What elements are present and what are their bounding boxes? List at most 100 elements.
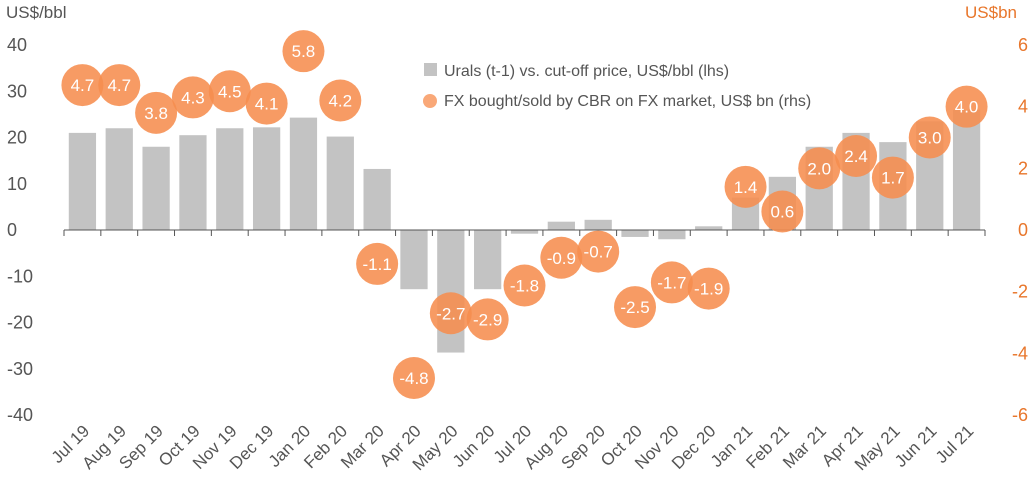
bar [179, 135, 207, 230]
legend-label-bars: Urals (t-1) vs. cut-off price, US$/bbl (… [444, 63, 729, 80]
fx-bubble [761, 190, 804, 233]
bar [289, 117, 318, 230]
fx-bubble-label: -1.9 [694, 280, 723, 299]
bar [142, 146, 170, 230]
fx-bubble [798, 147, 841, 190]
bar [547, 221, 575, 230]
bar [658, 230, 686, 240]
fx-bubble-label: 2.0 [807, 159, 831, 178]
fx-bubble-label: 4.7 [71, 76, 95, 95]
fx-bubble-label: -2.5 [620, 298, 649, 317]
left-tick-label: 30 [7, 81, 27, 101]
fx-bubble-label: -4.8 [399, 369, 428, 388]
fx-bubble [466, 298, 509, 341]
fx-bubble-label: 1.7 [881, 169, 905, 188]
x-axis-ticks [63, 230, 986, 236]
right-tick-label: 4 [1018, 97, 1028, 117]
fx-bubble [577, 230, 620, 273]
left-tick-label: -40 [7, 405, 33, 425]
left-axis-ticks: 40 30 20 10 0 -10 -20 -30 -40 [7, 35, 33, 425]
bar [621, 230, 649, 237]
left-tick-label: 0 [7, 220, 17, 240]
fx-bubble [135, 91, 178, 134]
right-tick-label: 6 [1018, 35, 1028, 55]
fx-bubble-label: -0.9 [547, 249, 576, 268]
fx-bubble-label: -2.7 [436, 304, 465, 323]
fx-bubble [208, 70, 251, 113]
fx-bubble [908, 116, 951, 159]
legend: Urals (t-1) vs. cut-off price, US$/bbl (… [423, 63, 811, 110]
right-axis-ticks: 6 4 2 0 -2 -4 -6 [1012, 35, 1028, 425]
fx-bubble-label: -1.1 [362, 255, 391, 274]
fx-bubble [356, 242, 399, 285]
fx-bubble-label: 3.0 [918, 129, 942, 148]
left-tick-label: -30 [7, 359, 33, 379]
fx-bubble [245, 82, 288, 125]
fx-bubble-label: 0.6 [771, 203, 795, 222]
right-tick-label: -2 [1012, 282, 1028, 302]
legend-swatch-bars [424, 63, 437, 76]
bar [68, 132, 97, 230]
fx-bubble-label: 4.3 [181, 88, 205, 107]
fx-bubble-label: 1.4 [734, 178, 758, 197]
fx-bubble [392, 357, 435, 399]
bar [474, 230, 502, 290]
fx-bubble-label: -1.8 [510, 277, 539, 296]
fx-bubble-label: 4.5 [218, 82, 242, 101]
fx-bubble-label: -0.7 [584, 243, 613, 262]
left-tick-label: -10 [7, 266, 33, 286]
left-tick-label: 40 [7, 35, 27, 55]
fx-bubble [945, 85, 988, 128]
bar [510, 230, 539, 234]
x-tick-label: Jun 21 [891, 421, 941, 471]
fx-bubble-label: 4.0 [955, 98, 979, 117]
fx-bubble-label: 2.4 [844, 147, 868, 166]
fx-bubble-label: -2.9 [473, 310, 502, 329]
fx-bubble-label: 5.8 [292, 42, 316, 61]
fx-bubble-label: 4.1 [255, 95, 279, 114]
bar [363, 168, 391, 230]
right-tick-label: 0 [1018, 220, 1028, 240]
bar [695, 226, 723, 230]
fx-bubble [282, 30, 325, 73]
fx-bubble [687, 267, 730, 310]
fx-bubble-label: 3.8 [144, 104, 168, 123]
left-axis-unit: US$/bbl [6, 3, 66, 22]
bar [216, 128, 244, 230]
fx-bubble [98, 64, 141, 107]
fx-bubble [835, 135, 878, 177]
bar [952, 109, 981, 230]
left-tick-label: 10 [7, 174, 27, 194]
legend-swatch-bubbles [423, 94, 437, 108]
bar [252, 127, 281, 230]
fx-bubble [171, 76, 214, 119]
fx-bubble-label: 4.2 [328, 92, 352, 111]
x-tick-label: Jun 20 [449, 421, 499, 471]
legend-label-bubbles: FX bought/sold by CBR on FX market, US$ … [444, 93, 811, 110]
fx-bubble [503, 264, 546, 307]
fx-bubble [650, 261, 693, 304]
bar [400, 230, 428, 290]
fx-bubble [429, 292, 472, 335]
bar [105, 128, 133, 230]
fx-bubble [540, 236, 583, 279]
fx-bubble-label: -1.7 [657, 273, 686, 292]
fx-bubble [614, 286, 657, 329]
fx-bubble-series: 4.7 4.7 3.8 4.3 4.5 4.1 5.8 4.2 -1.1 -4.8 -2.7 -2.9… [61, 30, 988, 399]
fx-bubble [61, 64, 104, 107]
bar [326, 136, 354, 230]
right-tick-label: -4 [1012, 343, 1028, 363]
right-tick-label: -6 [1012, 405, 1028, 425]
right-axis-unit: US$bn [965, 3, 1017, 22]
right-tick-label: 2 [1018, 158, 1028, 178]
left-tick-label: -20 [7, 313, 33, 333]
fx-bubble [724, 165, 767, 208]
left-tick-label: 20 [7, 128, 27, 148]
x-tick-label: Jul 21 [932, 421, 978, 467]
fx-bubble [871, 156, 914, 199]
fx-bubble [319, 79, 362, 122]
fx-bubble-label: 4.7 [107, 76, 131, 95]
bar [584, 219, 612, 230]
